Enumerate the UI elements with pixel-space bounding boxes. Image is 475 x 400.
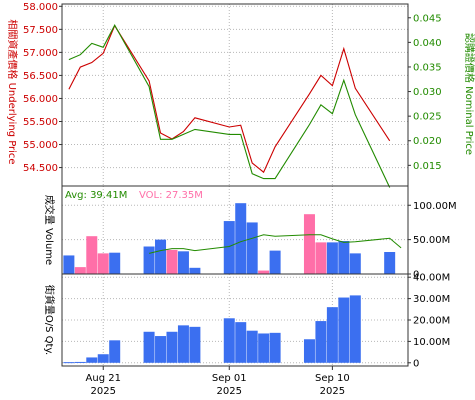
left-tick-label: 56.000 [23, 94, 58, 105]
volume-bar [384, 252, 396, 274]
os-bar [246, 330, 258, 363]
nominal-price-line [68, 24, 391, 188]
volume-bar [349, 253, 361, 274]
os-tick-label: 30.00M [413, 294, 450, 305]
volume-bar [338, 241, 350, 274]
date-tick-label: Aug 21 [86, 373, 121, 384]
os-bar [189, 326, 201, 363]
outstanding-panel: 0 10.00M 20.00M 30.00M 40.00M 街貨量O/S Qty. [43, 273, 450, 370]
os-tick-label: 20.00M [413, 316, 450, 327]
volume-bar [246, 222, 258, 274]
right-tick-label: 0.015 [413, 161, 442, 172]
os-bar [303, 339, 315, 363]
right-tick-label: 0.020 [413, 136, 442, 147]
volume-bar [189, 267, 201, 274]
price-panel: 54.500 55.000 55.500 56.000 56.500 57.000 57.5… [6, 2, 475, 188]
os-tick-label: 0 [413, 358, 419, 369]
os-bar [74, 361, 86, 363]
volume-bar [235, 203, 247, 274]
os-bar [109, 340, 121, 363]
right-tick-label: 0.045 [413, 13, 442, 24]
date-axis: Aug 21 2025 Sep 01 2025 Sep 10 2025 [86, 366, 350, 397]
left-axis-title: 相關資產價格 Underlying Price [6, 19, 19, 164]
volume-bar [315, 242, 327, 274]
volume-panel: 0 50.00M 100.00M Avg: 39.41M VOL: 27.35M 成交量 … [43, 185, 457, 281]
os-bar [97, 354, 109, 363]
volume-average-label: Avg: 39.41M [65, 190, 127, 201]
volume-tick-label: 0 [413, 270, 419, 281]
os-bar [86, 357, 98, 363]
os-bar [235, 322, 247, 363]
left-tick-label: 55.000 [23, 140, 58, 151]
date-tick-year: 2025 [320, 386, 345, 397]
panel-border [61, 3, 409, 187]
volume-bar [269, 250, 281, 274]
volume-bar [86, 236, 98, 274]
os-bar [338, 297, 350, 363]
os-bar [63, 362, 75, 364]
volume-bar [97, 253, 109, 274]
volume-bar [143, 246, 155, 274]
underlying-price-line [68, 24, 391, 174]
right-tick-label: 0.030 [413, 87, 442, 98]
left-tick-label: 57.500 [23, 25, 58, 36]
volume-bar [74, 267, 86, 274]
os-bar [269, 332, 281, 363]
right-tick-label: 0.035 [413, 62, 442, 73]
volume-current-label: VOL: 27.35M [139, 190, 203, 201]
volume-bar [223, 221, 235, 274]
os-bar [155, 336, 167, 363]
os-bar [177, 325, 189, 363]
volume-bar [303, 214, 315, 274]
os-bar [326, 307, 338, 363]
volume-tick-label: 100.00M [413, 201, 457, 212]
right-axis-title: 認購證價格 Nominal Price [463, 33, 475, 155]
os-bar [315, 321, 327, 363]
os-tick-label: 10.00M [413, 337, 450, 348]
os-bar [223, 318, 235, 363]
os-tick-label: 40.00M [413, 273, 450, 284]
date-tick-label: Sep 10 [315, 373, 350, 384]
volume-bar [63, 255, 75, 274]
volume-bar [326, 242, 338, 274]
os-bar [349, 295, 361, 363]
left-tick-label: 58.000 [23, 2, 58, 13]
volume-bar [258, 270, 270, 274]
os-bar [166, 331, 178, 363]
volume-bar [166, 249, 178, 274]
volume-bar [109, 252, 121, 274]
volume-tick-label: 50.00M [413, 235, 450, 246]
left-tick-label: 56.500 [23, 71, 58, 82]
volume-axis-title: 成交量 Volume [43, 195, 56, 265]
left-tick-label: 55.500 [23, 117, 58, 128]
left-tick-label: 54.500 [23, 163, 58, 174]
left-tick-label: 57.000 [23, 48, 58, 59]
date-tick-year: 2025 [217, 386, 242, 397]
os-bar [258, 333, 270, 363]
os-bar [143, 331, 155, 363]
right-tick-label: 0.025 [413, 112, 442, 123]
right-tick-label: 0.040 [413, 38, 442, 49]
volume-average-line [148, 234, 402, 254]
date-tick-label: Sep 01 [212, 373, 247, 384]
volume-bar [155, 239, 167, 274]
date-tick-year: 2025 [91, 386, 116, 397]
volume-bar [177, 251, 189, 274]
os-axis-title: 街貨量O/S Qty. [43, 285, 56, 355]
